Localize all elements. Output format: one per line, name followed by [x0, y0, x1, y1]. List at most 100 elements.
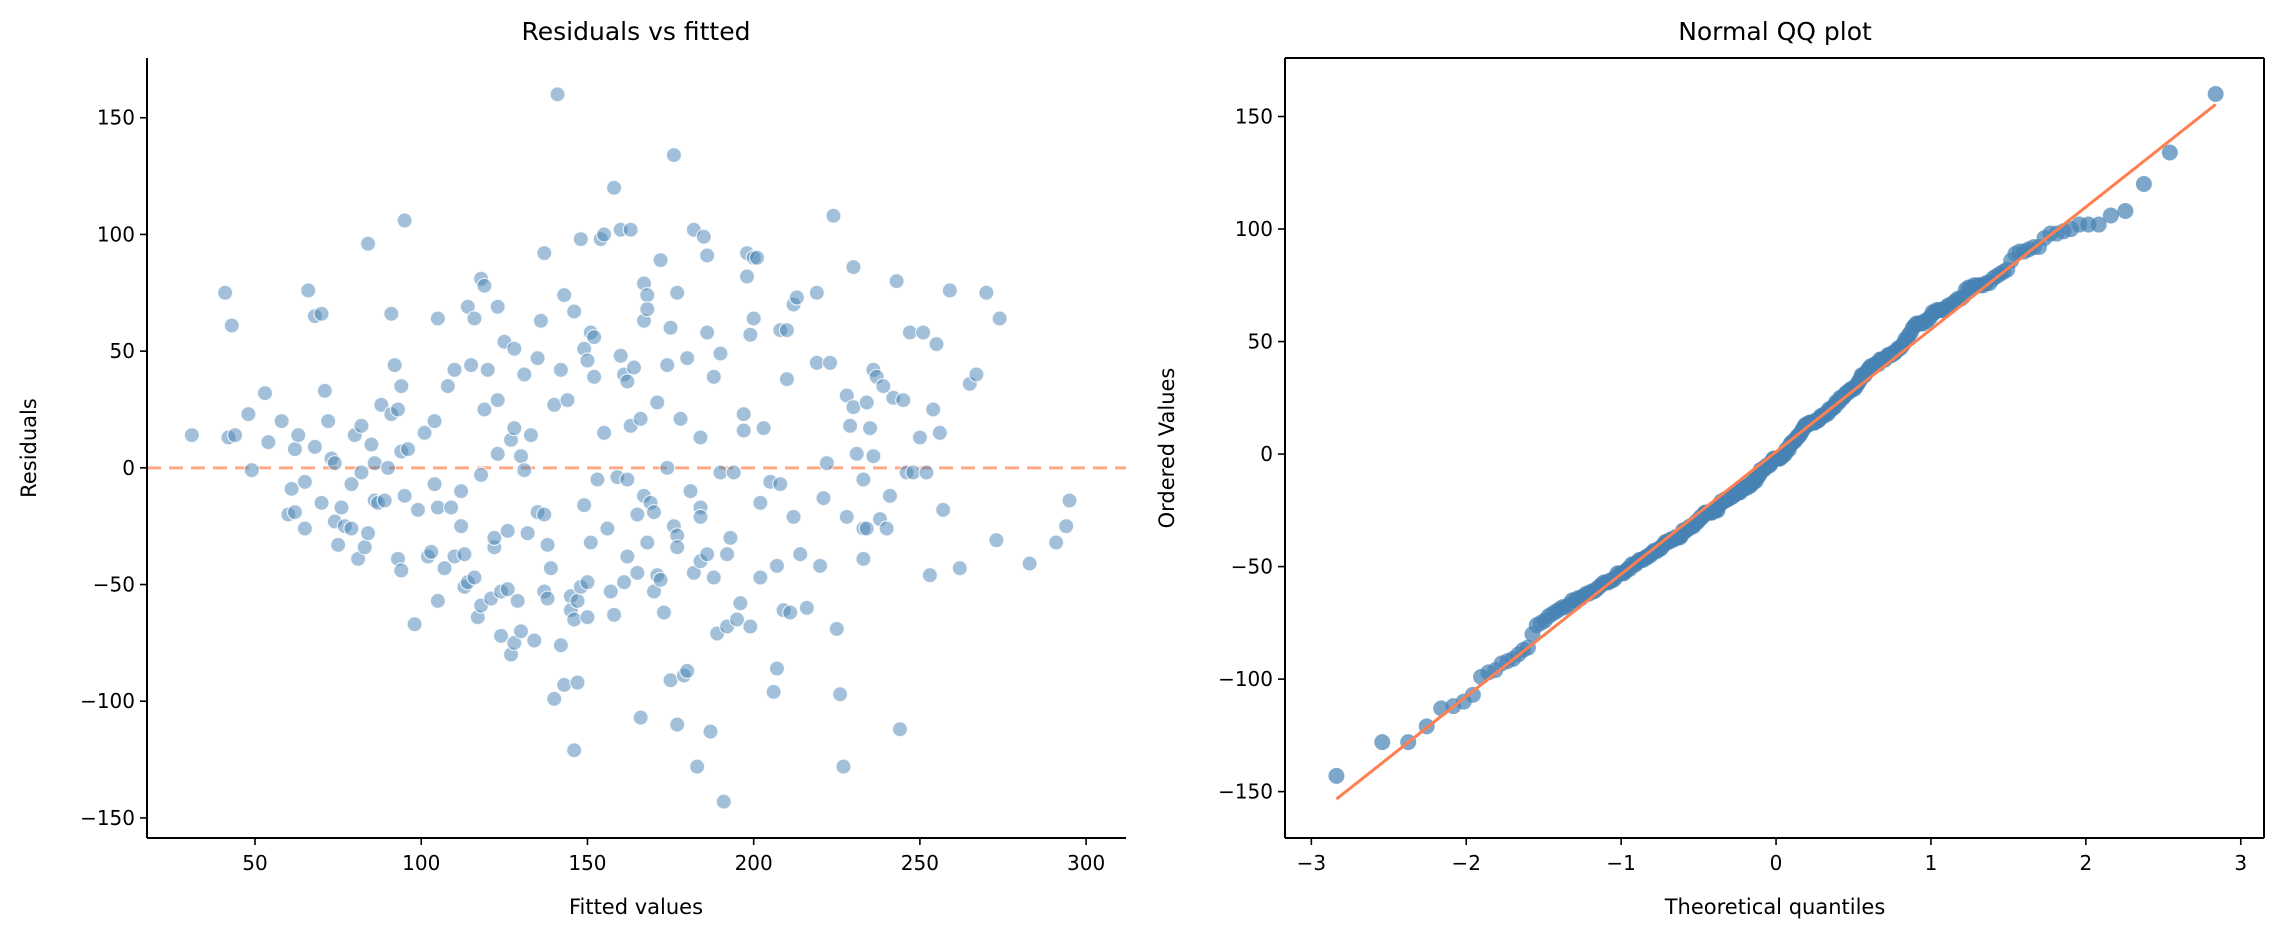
data-point: [506, 340, 523, 357]
data-point: [848, 445, 865, 462]
y-tick-label: −150: [1218, 780, 1273, 804]
data-point: [552, 637, 569, 654]
data-point: [861, 420, 879, 437]
data-point: [363, 436, 380, 453]
data-point: [951, 560, 968, 577]
data-point: [416, 424, 433, 441]
data-point: [615, 574, 633, 591]
data-point: [313, 494, 330, 511]
data-point: [353, 464, 370, 481]
x-tick-label: 50: [242, 851, 267, 875]
data-point: [728, 611, 746, 628]
y-tick-label: −100: [1218, 667, 1273, 691]
data-point: [356, 539, 373, 556]
data-point: [353, 417, 370, 434]
data-point: [393, 562, 410, 579]
data-point: [612, 347, 629, 364]
data-point: [396, 212, 413, 229]
data-point: [260, 434, 277, 451]
data-point: [316, 382, 333, 399]
qq-point: [2161, 144, 2178, 161]
data-point: [669, 539, 686, 556]
data-point: [632, 410, 649, 427]
data-point: [569, 674, 586, 691]
data-point: [486, 529, 503, 546]
data-point: [183, 427, 200, 444]
data-point: [436, 560, 453, 577]
data-point: [532, 312, 550, 329]
data-point: [662, 319, 679, 336]
panel-title: Normal QQ plot: [1678, 17, 1872, 46]
x-tick-label: 200: [735, 851, 773, 875]
data-point: [881, 487, 899, 504]
data-point: [818, 455, 835, 472]
normal-qq-panel: Normal QQ plot Theoretical quantiles Ord…: [1155, 17, 2265, 919]
data-point: [679, 350, 696, 367]
y-tick-label: 100: [97, 222, 135, 246]
data-point: [443, 499, 460, 516]
qq-point: [1374, 734, 1391, 751]
x-tick-label: 3: [2234, 851, 2247, 875]
data-point: [290, 427, 307, 444]
data-point: [665, 146, 682, 164]
data-point: [931, 424, 948, 441]
data-point: [566, 303, 583, 320]
data-point: [569, 592, 586, 609]
data-point: [619, 548, 636, 565]
data-point: [735, 422, 752, 439]
data-point: [925, 401, 942, 418]
data-point: [692, 508, 709, 525]
data-point: [453, 518, 470, 535]
data-point: [891, 721, 909, 738]
data-point: [682, 483, 699, 500]
data-point: [539, 536, 556, 553]
y-tick-label: 100: [1235, 217, 1273, 241]
qq-point: [1464, 686, 1481, 703]
data-point: [396, 487, 413, 504]
x-tick-label: 100: [402, 851, 440, 875]
y-tick-label: 150: [97, 106, 135, 130]
data-point: [536, 245, 553, 262]
data-point: [546, 690, 563, 707]
data-point: [878, 520, 895, 537]
data-point: [542, 560, 559, 577]
data-point: [522, 427, 540, 444]
data-point: [376, 492, 393, 509]
data-point: [755, 420, 772, 437]
data-point: [888, 273, 905, 290]
data-point: [576, 497, 593, 514]
residuals-vs-fitted-panel: Residuals vs fitted Fitted values Residu…: [17, 17, 1126, 919]
data-point: [652, 252, 669, 269]
x-tick-label: 150: [568, 851, 606, 875]
data-point: [619, 471, 636, 488]
data-point: [286, 504, 304, 521]
data-point: [359, 525, 377, 542]
data-point: [988, 532, 1005, 549]
data-point: [785, 508, 802, 525]
data-point: [702, 723, 719, 740]
qq-point: [2102, 207, 2119, 224]
data-point: [778, 371, 796, 388]
data-point: [509, 592, 526, 609]
data-point: [476, 401, 493, 418]
data-point: [472, 466, 490, 483]
data-point: [639, 301, 656, 318]
data-point: [745, 310, 762, 327]
data-point: [822, 354, 839, 371]
y-tick-label: −100: [80, 689, 135, 713]
data-point: [855, 471, 872, 488]
data-point: [579, 609, 596, 626]
data-point: [333, 499, 350, 516]
data-point: [526, 632, 543, 649]
data-point: [512, 448, 530, 465]
data-point: [732, 595, 749, 612]
data-point: [320, 413, 337, 430]
data-point: [705, 569, 722, 586]
data-point: [343, 520, 360, 537]
data-point: [911, 429, 928, 446]
data-point: [625, 359, 643, 376]
data-point: [1058, 518, 1075, 535]
data-point: [828, 620, 845, 637]
data-point: [699, 546, 716, 563]
